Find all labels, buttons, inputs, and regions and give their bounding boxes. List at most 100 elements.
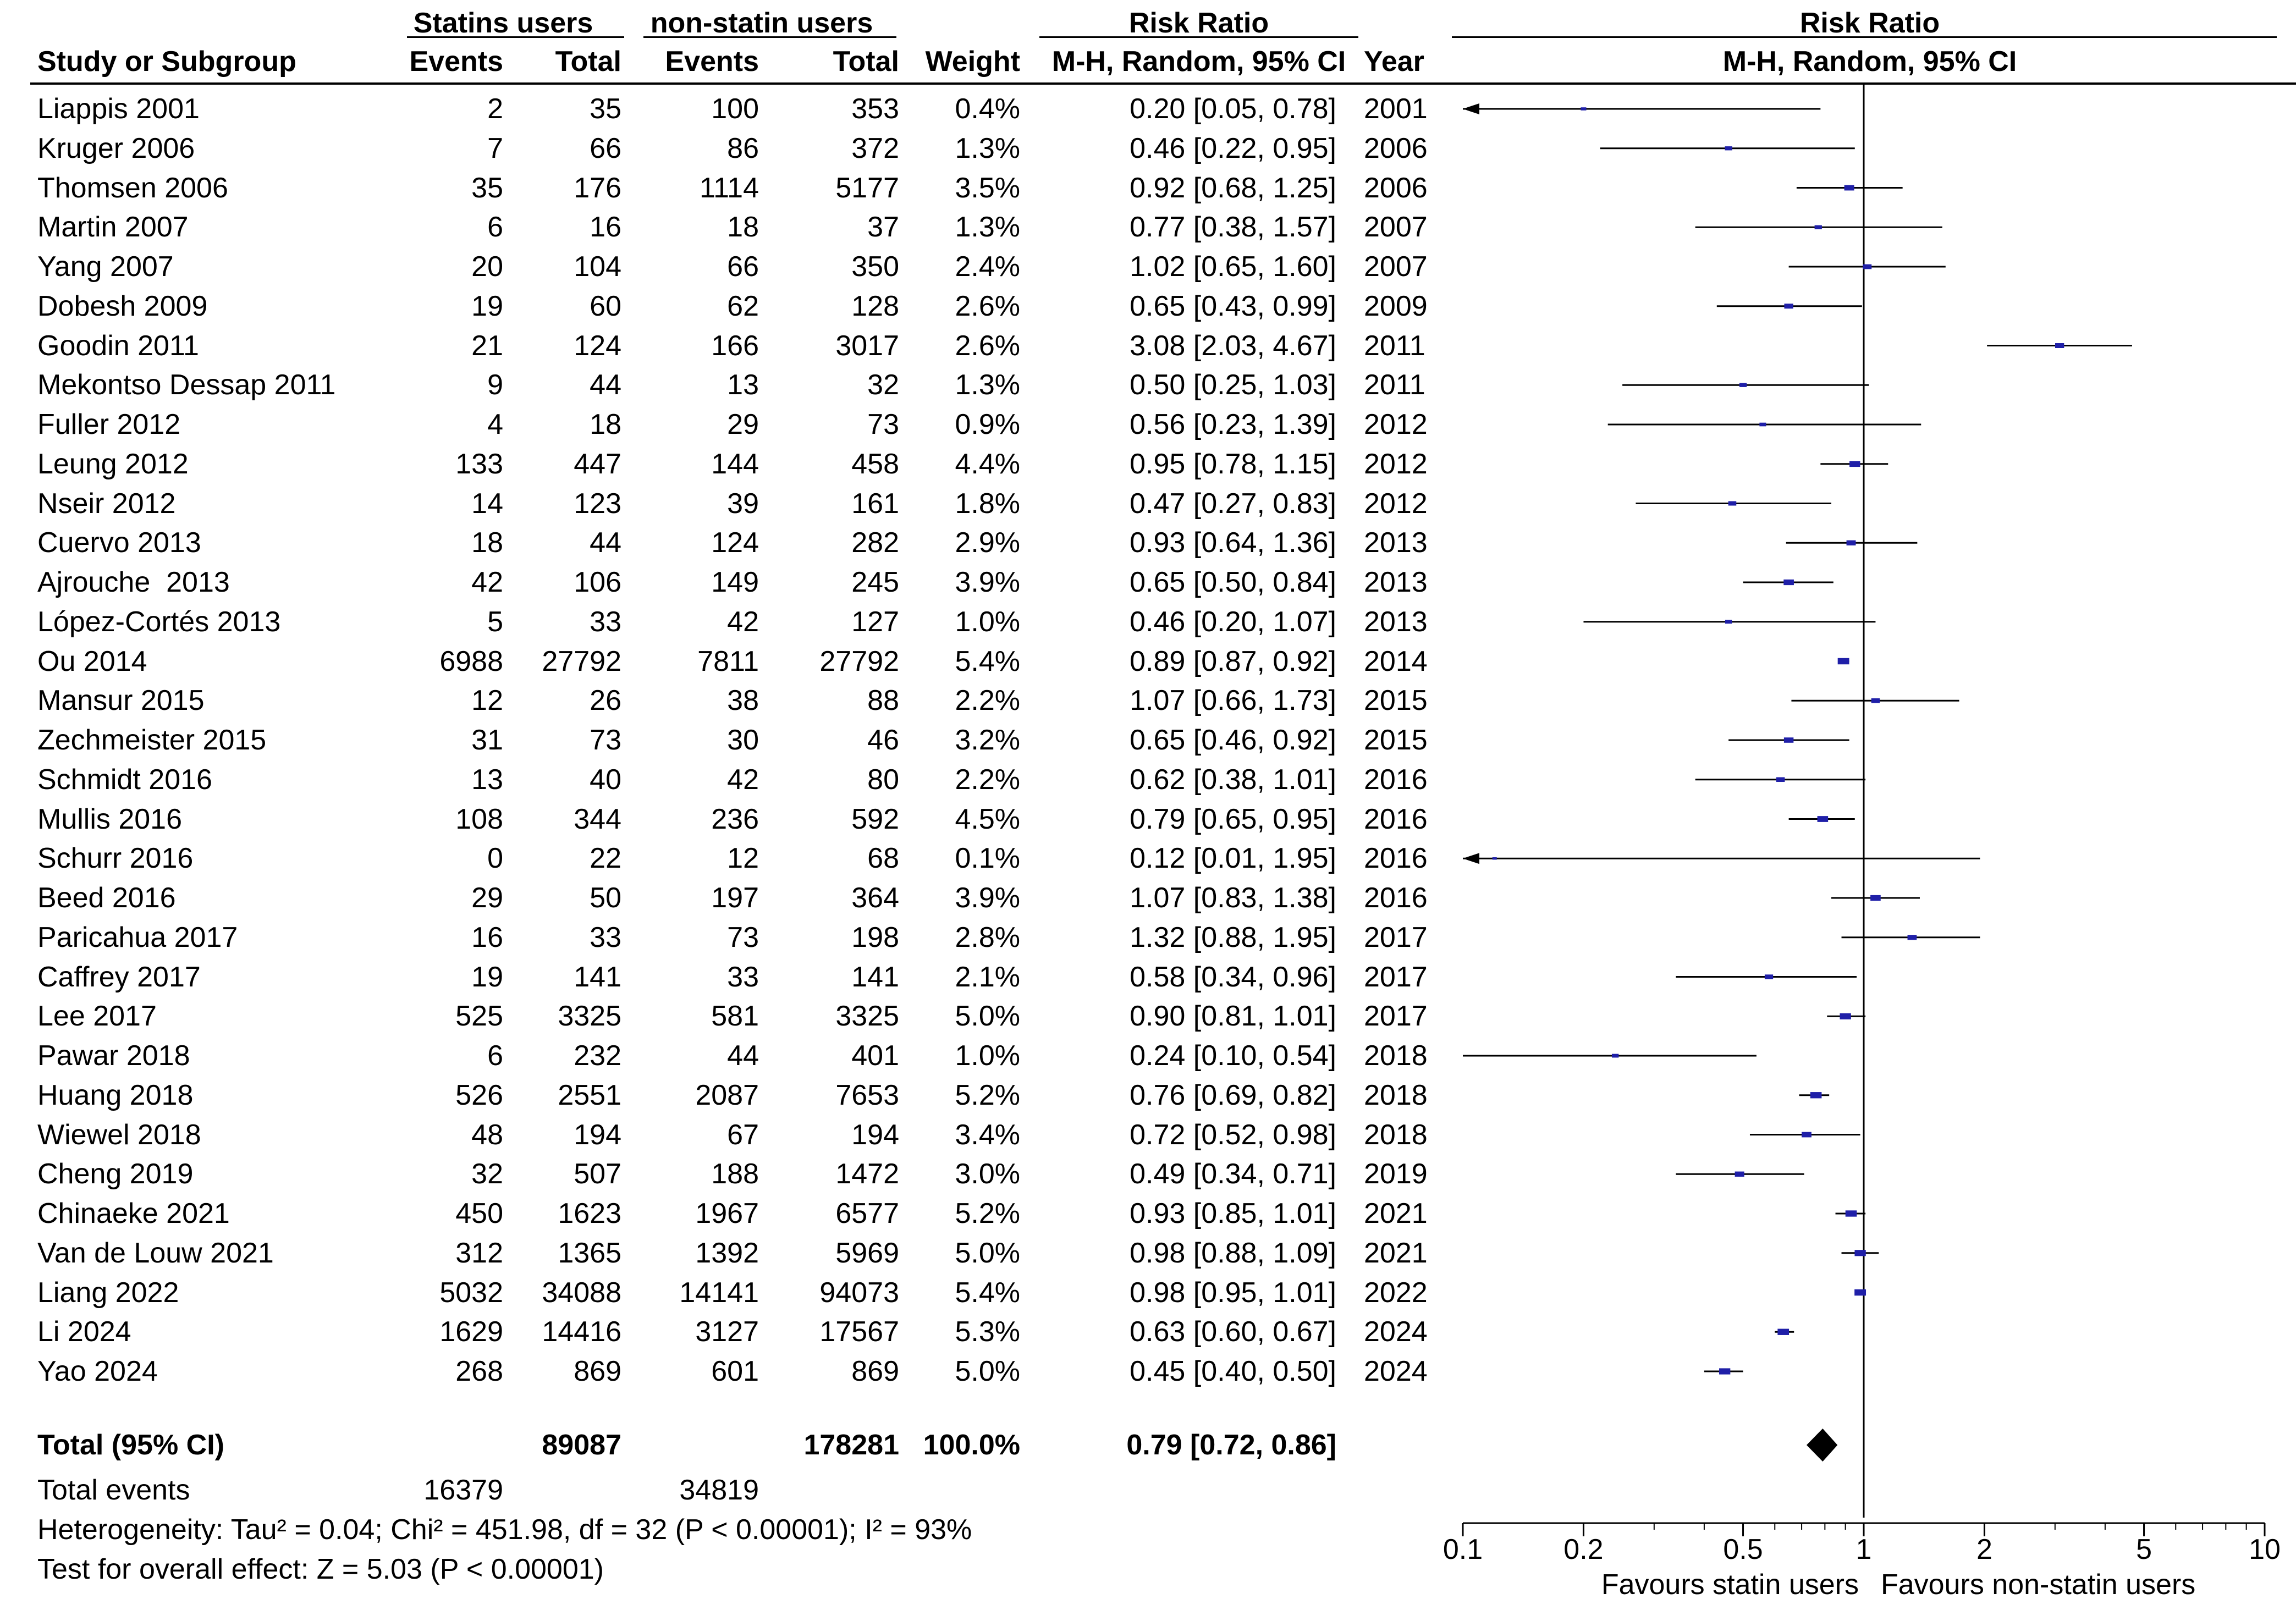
risk-ratio-ci: 0.46 [0.22, 0.95] (1130, 132, 1336, 164)
events-statin: 133 (455, 448, 503, 480)
total-nonstatin: 245 (851, 566, 899, 598)
point-estimate-marker (1784, 304, 1793, 309)
events-nonstatin: 39 (727, 487, 759, 520)
weight-value: 3.0% (955, 1158, 1020, 1190)
ci-arrow-left (1463, 103, 1479, 114)
study-name: Martin 2007 (37, 211, 189, 244)
study-year: 2001 (1364, 93, 1428, 125)
weight-value: 5.4% (955, 1276, 1020, 1309)
events-statin: 31 (471, 724, 503, 756)
x-tick-label: 0.5 (1723, 1534, 1763, 1565)
study-year: 2019 (1364, 1158, 1428, 1190)
events-nonstatin: 42 (727, 605, 759, 638)
total-nonstatin: 7653 (835, 1079, 899, 1111)
risk-ratio-ci: 0.20 [0.05, 0.78] (1130, 93, 1336, 125)
total-statin: 35 (590, 93, 621, 125)
total-statin: 232 (574, 1040, 621, 1072)
study-year: 2015 (1364, 724, 1428, 756)
point-estimate-marker (1870, 895, 1881, 901)
point-estimate-marker (1854, 1289, 1866, 1296)
events-nonstatin: 236 (711, 803, 759, 835)
risk-ratio-ci: 0.79 [0.65, 0.95] (1130, 803, 1336, 835)
events-statin: 13 (471, 763, 503, 796)
events-nonstatin: 581 (711, 1000, 759, 1033)
x-tick-label: 1 (1855, 1534, 1872, 1565)
x-tick-label: 0.2 (1563, 1534, 1604, 1565)
risk-ratio-ci: 0.56 [0.23, 1.39] (1130, 409, 1336, 440)
events-nonstatin: 12 (727, 842, 759, 875)
summary-diamond (1806, 1429, 1838, 1462)
total-nonstatin: 5969 (835, 1237, 899, 1269)
risk-ratio-ci: 0.98 [0.88, 1.09] (1130, 1237, 1336, 1269)
point-estimate-marker (1739, 383, 1747, 387)
events-statin: 450 (455, 1198, 503, 1229)
total-statin: 26 (590, 685, 621, 717)
weight-value: 5.4% (955, 645, 1020, 677)
risk-ratio-ci: 0.63 [0.60, 0.67] (1130, 1316, 1336, 1348)
total2-header: Total (833, 46, 899, 78)
total-statin: 2551 (558, 1079, 621, 1111)
point-estimate-marker (1802, 1132, 1812, 1138)
total-nonstatin: 27792 (819, 645, 899, 677)
point-estimate-marker (1871, 698, 1880, 703)
header-rule (30, 82, 2296, 85)
total-statin: 106 (574, 566, 621, 598)
total-statin: 34088 (542, 1276, 621, 1309)
study-name: Nseir 2012 (37, 487, 176, 520)
risk-ratio-ci: 0.92 [0.68, 1.25] (1130, 172, 1336, 204)
study-name: Cheng 2019 (37, 1158, 194, 1190)
risk-ratio-ci: 3.08 [2.03, 4.67] (1130, 329, 1336, 362)
risk-ratio-ci: 0.49 [0.34, 0.71] (1130, 1158, 1336, 1190)
study-year: 2018 (1364, 1118, 1428, 1151)
total-statin: 141 (574, 961, 621, 993)
favours-right-label: Favours non-statin users (1881, 1569, 2196, 1601)
risk-ratio-title-left: Risk Ratio (1128, 7, 1269, 39)
total1-header: Total (555, 46, 621, 78)
events-statin: 7 (487, 132, 503, 164)
study-column-header: Study or Subgroup (37, 46, 296, 78)
weight-value: 3.4% (955, 1118, 1020, 1151)
study-name: Dobesh 2009 (37, 290, 208, 322)
point-estimate-marker (1814, 225, 1822, 229)
events-statin: 20 (471, 251, 503, 283)
risk-ratio-ci: 0.89 [0.87, 0.92] (1130, 645, 1336, 677)
study-name: Zechmeister 2015 (37, 724, 267, 756)
study-year: 2015 (1364, 685, 1428, 717)
weight-value: 2.8% (955, 921, 1020, 953)
weight-value: 2.1% (955, 961, 1020, 993)
study-year: 2016 (1364, 842, 1428, 875)
events-nonstatin: 124 (711, 527, 759, 559)
study-name: Caffrey 2017 (37, 961, 201, 993)
weight-value: 3.9% (955, 882, 1020, 914)
study-year: 2013 (1364, 566, 1428, 598)
total-statin: 123 (574, 487, 621, 520)
study-name: Mullis 2016 (37, 803, 183, 835)
total-nonstatin: 73 (867, 409, 899, 440)
events-nonstatin: 30 (727, 724, 759, 756)
study-year: 2016 (1364, 803, 1428, 835)
total-nonstatin: 68 (867, 842, 899, 875)
total-nonstatin: 6577 (835, 1198, 899, 1229)
total-statin: 1623 (558, 1198, 621, 1229)
study-year: 2011 (1364, 369, 1425, 401)
events-statin: 42 (471, 566, 503, 598)
total-nonstatin: 592 (851, 803, 899, 835)
total-nonstatin: 282 (851, 527, 899, 559)
study-name: Mansur 2015 (37, 685, 205, 717)
point-estimate-marker (1810, 1092, 1822, 1099)
total-statin: 40 (590, 763, 621, 796)
total-ci: 0.79 [0.72, 0.86] (1126, 1429, 1336, 1461)
events-nonstatin: 2087 (695, 1079, 759, 1111)
study-name: Ou 2014 (37, 645, 147, 677)
study-year: 2016 (1364, 763, 1428, 796)
events-nonstatin: 38 (727, 685, 759, 717)
risk-ratio-ci: 0.93 [0.85, 1.01] (1130, 1198, 1336, 1229)
total-statin: 447 (574, 448, 621, 480)
total-nonstatin: 88 (867, 685, 899, 717)
events-nonstatin: 100 (711, 93, 759, 125)
weight-value: 0.1% (955, 842, 1020, 875)
total-nonstatin: 128 (851, 290, 899, 322)
study-name: Fuller 2012 (37, 409, 181, 440)
events-statin: 312 (455, 1237, 503, 1269)
